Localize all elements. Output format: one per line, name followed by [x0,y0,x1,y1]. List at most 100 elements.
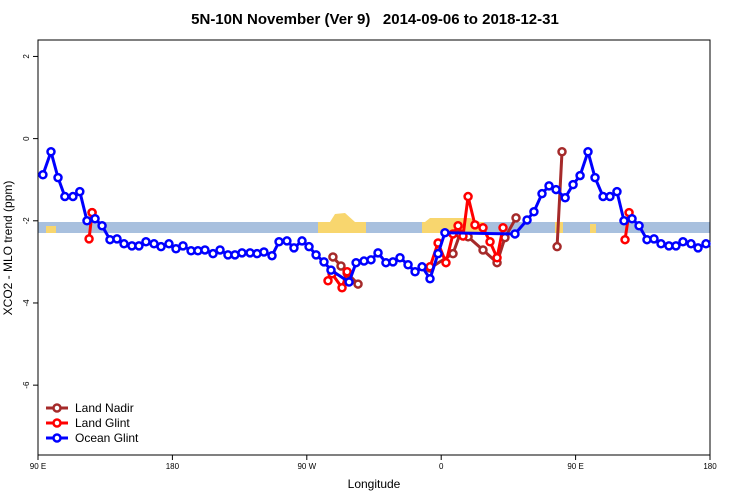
legend-marker [52,433,62,443]
data-point [627,213,637,224]
data-point [323,276,333,286]
data-point [693,243,703,253]
data-point [311,250,321,260]
data-point [511,213,521,223]
data-point [649,234,659,244]
data-point [351,257,361,268]
data-point [403,260,413,270]
data-point [634,220,644,231]
data-point [492,253,502,263]
data-point [551,184,561,195]
data-point [68,191,78,202]
data-point [575,170,585,181]
data-point [342,266,352,277]
data-point [470,220,480,230]
data-point [53,172,63,183]
data-point [282,236,292,246]
data-point [568,179,578,190]
data-point [522,215,532,225]
data-point [478,223,488,233]
data-point [84,234,94,244]
data-point [178,241,188,251]
data-point [200,245,210,255]
legend-label: Ocean Glint [75,431,139,445]
data-point [82,216,92,226]
data-point [337,283,347,293]
legend-marker [52,403,62,413]
data-point [557,147,567,157]
series-line [87,196,631,292]
y-tick-label: -6 [22,381,31,389]
x-tick-label: 0 [439,462,444,471]
data-point [156,241,166,252]
data-point [463,191,473,202]
data-point [373,248,383,258]
data-point [289,243,299,253]
data-point [259,247,269,257]
data-point [448,248,458,259]
data-point [453,220,463,231]
data-point [304,241,314,252]
data-point [440,227,450,238]
data-point [560,193,570,203]
data-point [425,273,435,284]
data-point [620,234,630,245]
data-point [388,257,398,267]
data-point [274,236,284,247]
chart-title: 5N-10N November (Ver 9) 2014-09-06 to 20… [191,11,559,28]
data-point [60,191,70,202]
data-point [112,234,122,244]
y-tick-label: 0 [22,136,31,141]
x-tick-label: 90 E [30,462,46,471]
data-point [619,216,629,226]
data-point [410,266,420,277]
data-point [267,250,277,261]
data-point [612,186,622,197]
x-axis-label: Longitude [348,477,401,491]
data-point [75,186,85,197]
data-point [590,172,600,183]
data-point [605,191,615,202]
x-tick-label: 90 E [567,462,583,471]
data-point [537,188,547,199]
data-point [336,261,346,271]
legend-marker [52,418,62,428]
data-point [215,245,225,255]
data-point [38,170,48,180]
data-point [701,239,711,249]
data-point [326,265,336,275]
data-point [552,241,562,252]
land-mask-band [38,213,710,233]
data-point [353,279,363,289]
data-point [544,181,554,191]
data-point [328,252,338,262]
y-tick-label: -2 [22,217,31,225]
legend-label: Land Glint [75,416,130,430]
data-point [119,239,129,249]
plot-frame [37,39,711,456]
data-point [395,253,405,263]
data-point [433,248,443,259]
y-tick-label: 2 [22,54,31,59]
data-point [141,236,151,247]
x-tick-label: 180 [166,462,180,471]
legend-label: Land Nadir [75,401,134,415]
data-point [134,241,144,251]
x-tick-label: 90 W [297,462,316,471]
data-point [583,147,593,157]
data-point [297,236,307,246]
y-tick-label: -4 [22,299,31,307]
data-point [671,241,681,251]
data-point [208,248,218,259]
data-point [529,207,539,217]
data-point [686,239,696,249]
data-point [97,220,107,231]
y-axis-label: XCO2 - MLO trend (ppm) [1,181,15,316]
data-point [510,229,520,239]
data-point [237,248,247,258]
data-point [498,223,508,233]
data-point [319,257,329,267]
data-point [90,213,100,224]
x-tick-label: 180 [703,462,717,471]
